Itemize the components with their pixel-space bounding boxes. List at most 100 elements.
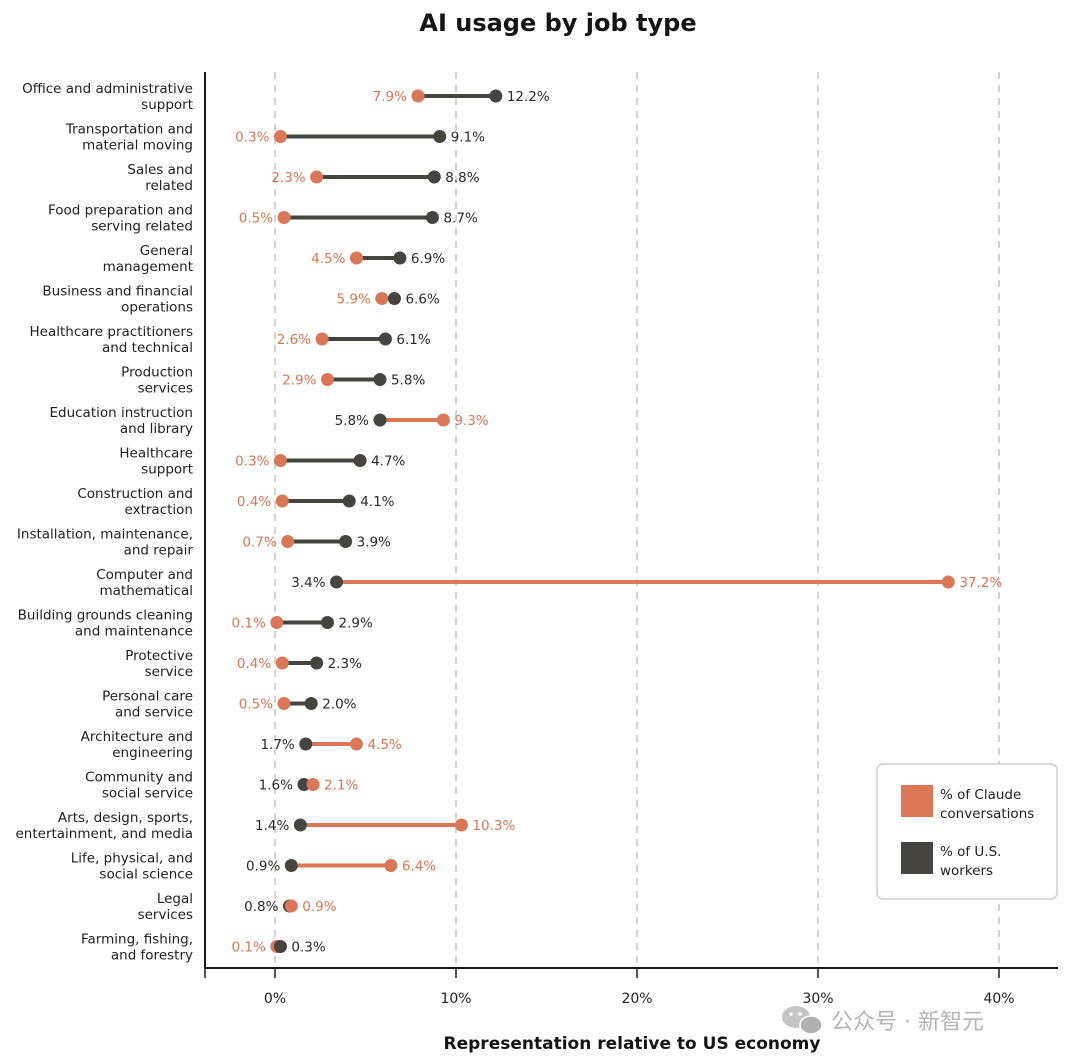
claude-value-label: 37.2%	[959, 575, 1002, 591]
category-label-line1: Architecture and	[81, 729, 193, 745]
claude-point	[375, 292, 389, 305]
category-label-line1: Personal care	[102, 689, 193, 705]
claude-value-label: 0.5%	[239, 211, 273, 227]
claude-value-label: 5.9%	[336, 292, 370, 308]
category-label-line1: Computer and	[96, 567, 193, 583]
watermark-text: 公众号 · 新智元	[831, 1010, 984, 1035]
category-label-line2: services	[138, 907, 193, 923]
category-label-line1: Food preparation and	[48, 203, 193, 219]
axes-layer: 0% 10% 20% 30% 40%	[204, 72, 1058, 1007]
workers-point	[373, 413, 387, 427]
category-label-line1: Construction and	[77, 486, 193, 502]
category-label-line2: and service	[115, 705, 193, 721]
claude-value-label: 4.5%	[367, 737, 401, 753]
workers-point	[425, 211, 439, 224]
category-label-line1: Business and financial	[42, 284, 193, 300]
workers-point	[353, 454, 367, 467]
workers-value-label: 2.9%	[338, 616, 372, 632]
claude-value-label: 2.6%	[277, 332, 311, 348]
category-label-line2: and maintenance	[75, 624, 193, 640]
claude-point	[320, 373, 334, 386]
claude-value-label: 0.3%	[235, 454, 269, 470]
workers-value-label: 2.0%	[322, 697, 356, 713]
category-label-line1: Legal	[157, 891, 193, 907]
claude-point	[941, 575, 955, 589]
claude-point	[275, 656, 289, 670]
claude-point	[281, 535, 295, 548]
category-label-line2: serving related	[91, 219, 193, 235]
category-row: Installation, maintenance,and repair 0.7%…	[17, 527, 391, 559]
workers-value-label: 6.1%	[396, 332, 430, 348]
workers-point	[293, 818, 307, 832]
claude-point	[349, 251, 363, 265]
category-label-line1: Installation, maintenance,	[17, 527, 193, 543]
workers-point	[378, 332, 392, 346]
workers-value-label: 3.9%	[357, 535, 391, 551]
category-label-line1: Transportation and	[65, 122, 193, 138]
category-label-line1: Arts, design, sports,	[58, 810, 193, 826]
watermark: 公众号 · 新智元	[782, 1006, 984, 1035]
category-label-line1: Protective	[125, 648, 193, 664]
category-label-line2: and technical	[102, 340, 193, 356]
category-label-line2: support	[141, 97, 193, 113]
claude-point	[384, 859, 398, 872]
workers-point	[320, 616, 334, 629]
claude-point	[270, 616, 284, 629]
claude-value-label: 4.5%	[311, 251, 345, 267]
workers-point	[339, 535, 353, 548]
claude-point	[284, 899, 298, 913]
workers-value-label: 1.7%	[260, 737, 294, 753]
category-label-line1: Sales and	[127, 162, 193, 178]
claude-value-label: 0.1%	[231, 616, 265, 632]
claude-value-label: 0.4%	[237, 494, 271, 510]
claude-value-label: 10.3%	[472, 818, 515, 834]
workers-point	[387, 292, 401, 305]
category-label-line1: Office and administrative	[22, 81, 193, 97]
workers-point	[373, 373, 387, 386]
category-label-line2: management	[103, 259, 193, 275]
claude-point	[273, 130, 287, 143]
workers-value-label: 9.1%	[451, 130, 485, 146]
category-label-line2: material moving	[82, 138, 193, 154]
category-label-line2: social science	[99, 867, 193, 883]
workers-value-label: 8.8%	[445, 170, 479, 186]
category-label-line1: Healthcare	[119, 446, 193, 462]
legend-label-workers-line2: workers	[940, 863, 993, 879]
claude-value-label: 7.9%	[373, 89, 407, 105]
workers-value-label: 0.8%	[244, 899, 278, 915]
claude-point	[315, 332, 329, 346]
chart-title: AI usage by job type	[419, 9, 696, 37]
x-axis-label: Representation relative to US economy	[444, 1034, 821, 1054]
workers-value-label: 6.9%	[411, 251, 445, 267]
claude-value-label: 0.1%	[231, 940, 265, 956]
category-row: Arts, design, sports,entertainment, and …	[15, 810, 515, 842]
workers-value-label: 6.6%	[405, 292, 439, 308]
legend-label-claude-line2: conversations	[940, 806, 1034, 822]
workers-point	[433, 130, 447, 143]
claude-point	[349, 737, 363, 751]
workers-value-label: 3.4%	[291, 575, 325, 591]
category-label-line2: and forestry	[111, 948, 193, 964]
category-label-line1: Production	[121, 365, 193, 381]
claude-point	[306, 778, 320, 791]
legend: % of Claude conversations % of U.S. work…	[876, 763, 1058, 900]
category-label-line1: General	[140, 243, 193, 259]
grid-layer	[274, 72, 1000, 968]
claude-value-label: 2.9%	[282, 373, 316, 389]
x-tick-label: 10%	[440, 991, 471, 1007]
workers-point	[342, 494, 356, 508]
category-label-line1: Healthcare practitioners	[30, 324, 193, 340]
workers-point	[273, 940, 287, 953]
claude-point	[411, 89, 425, 103]
claude-point	[310, 170, 324, 184]
workers-value-label: 5.8%	[335, 413, 369, 429]
x-tick-label: 40%	[983, 991, 1014, 1007]
